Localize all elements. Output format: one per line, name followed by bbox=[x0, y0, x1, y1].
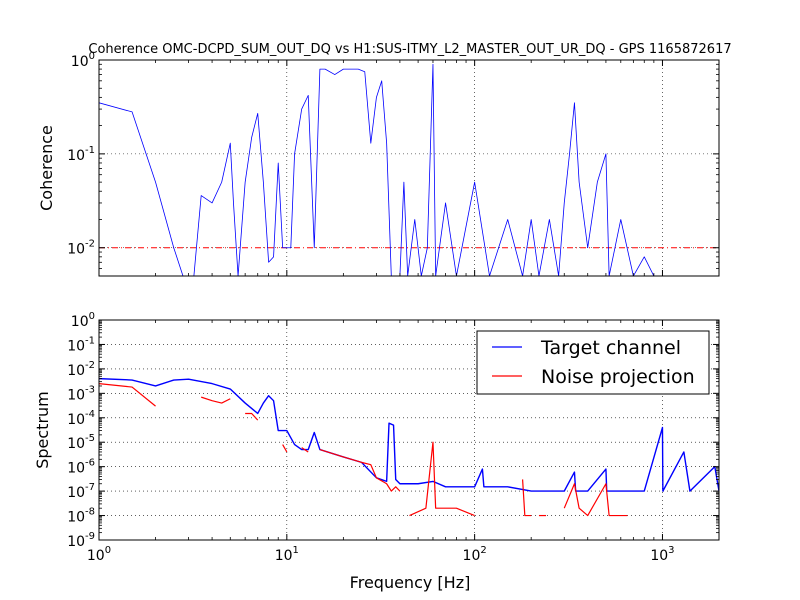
spectrum-y-label: Spectrum bbox=[33, 391, 52, 469]
spectrum-y-tick-label: 10-1 bbox=[67, 335, 95, 354]
spectrum-ticks: 100 101 102 103 100 10-1 10-2 10-3 10-4 10-5 10-6 1… bbox=[67, 311, 719, 564]
coherence-y-tick-label: 10-2 bbox=[67, 239, 95, 258]
coherence-y-tick-label: 10-1 bbox=[67, 145, 95, 164]
legend: Target channel Noise projection bbox=[476, 330, 710, 395]
frequency-x-label: Frequency [Hz] bbox=[350, 573, 471, 592]
spectrum-line-noise-projection bbox=[99, 383, 156, 407]
spectrum-y-tick-label: 10-7 bbox=[67, 482, 95, 501]
spectrum-x-tick-label: 102 bbox=[463, 545, 487, 564]
spectrum-y-tick-label: 10-3 bbox=[67, 384, 95, 403]
spectrum-y-tick-label: 10-8 bbox=[67, 507, 95, 526]
chart-title: Coherence OMC-DCPD_SUM_OUT_DQ vs H1:SUS-… bbox=[88, 42, 731, 57]
spectrum-line-noise-projection bbox=[409, 441, 475, 517]
coherence-y-tick-label: 100 bbox=[71, 51, 95, 70]
spectrum-plot-area bbox=[99, 377, 719, 517]
coherence-panel: Coherence OMC-DCPD_SUM_OUT_DQ vs H1:SUS-… bbox=[37, 42, 732, 277]
spectrum-panel: Spectrum Frequency [Hz] 100 101 102 1031001… bbox=[33, 311, 720, 592]
legend-label-noise-projection: Noise projection bbox=[541, 366, 695, 388]
spectrum-x-tick-label: 101 bbox=[275, 545, 299, 564]
spectrum-y-tick-label: 10-4 bbox=[67, 409, 95, 428]
spectrum-line-noise-projection bbox=[201, 396, 231, 404]
spectrum-line-noise-projection bbox=[301, 447, 309, 453]
spectrum-line-noise-projection bbox=[521, 479, 532, 517]
spectrum-x-tick-label: 100 bbox=[87, 545, 111, 564]
spectrum-y-tick-label: 10-6 bbox=[67, 458, 95, 477]
coherence-y-label: Coherence bbox=[37, 125, 56, 211]
coherence-line-series-0 bbox=[99, 63, 663, 276]
spectrum-x-tick-label: 103 bbox=[650, 545, 674, 564]
spectrum-y-tick-label: 10-9 bbox=[67, 531, 95, 550]
coherence-axes-frame bbox=[98, 59, 720, 277]
spectrum-line-target-channel bbox=[99, 377, 719, 492]
legend-label-target-channel: Target channel bbox=[540, 337, 681, 359]
coherence-plot-area bbox=[99, 63, 719, 276]
spectrum-axes-frame bbox=[98, 319, 720, 541]
spectrum-y-tick-label: 10-2 bbox=[67, 360, 95, 379]
coherence-ticks: 100 10-1 10-2 bbox=[67, 51, 719, 276]
spectrum-line-noise-projection bbox=[319, 449, 401, 492]
legend-box bbox=[476, 330, 710, 395]
spectrum-y-tick-label: 10-5 bbox=[67, 433, 95, 452]
spectrum-line-noise-projection bbox=[563, 483, 628, 517]
spectrum-line-noise-projection bbox=[245, 412, 259, 421]
spectrum-y-tick-label: 100 bbox=[71, 311, 95, 330]
spectrum-line-noise-projection bbox=[282, 444, 288, 453]
